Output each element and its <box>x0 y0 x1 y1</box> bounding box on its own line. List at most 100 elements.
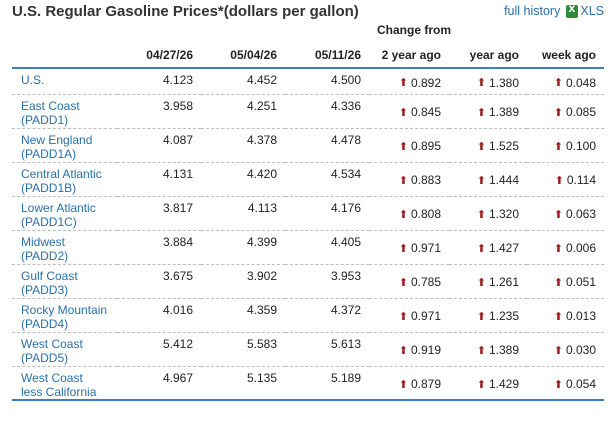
region-link[interactable]: Central Atlantic <box>21 166 102 181</box>
change-week-value: 0.013 <box>565 309 596 323</box>
header-date-2: 05/04/26 <box>230 48 277 62</box>
up-arrow-icon: ⬆ <box>554 173 564 187</box>
table-row: West Coast (PADD5) 5.412 5.583 5.613 ⬆ 0.919 ⬆ 1… <box>12 332 604 366</box>
table-row: Lower Atlantic (PADD1C) 3.817 4.113 4.176 ⬆ 0.… <box>12 196 604 230</box>
table-header-row: 04/27/26 05/04/26 05/11/26 2 year ago ye… <box>12 44 604 68</box>
change-2-year-value: 0.895 <box>410 139 441 153</box>
price-cell-3: 4.405 <box>330 234 361 249</box>
header-date-3: 05/11/26 <box>314 48 361 62</box>
price-cell-2: 5.583 <box>246 336 277 351</box>
up-arrow-icon: ⬆ <box>398 105 408 119</box>
price-cell-1: 4.967 <box>162 370 193 385</box>
header-year-ago: year ago <box>469 48 519 62</box>
header-region <box>12 44 117 68</box>
xls-download[interactable]: XLS <box>566 4 604 18</box>
table-row: Midwest (PADD2) 3.884 4.399 4.405 ⬆ 0.971 ⬆ 1.42… <box>12 230 604 264</box>
change-year-cell: ⬆ 1.429 <box>449 366 527 400</box>
excel-file-icon[interactable] <box>566 4 579 18</box>
price-cell-3: 4.176 <box>330 200 361 215</box>
change-year-cell: ⬆ 1.380 <box>449 68 527 94</box>
region-link[interactable]: (PADD1C) <box>21 214 77 229</box>
price-cell-1: 4.123 <box>162 73 193 87</box>
price-cell-2: 4.359 <box>246 302 277 317</box>
region-link[interactable]: (PADD1A) <box>21 146 77 161</box>
region-link[interactable]: Lower Atlantic <box>21 200 96 215</box>
region-link[interactable]: (PADD4) <box>21 316 69 331</box>
change-week-cell: ⬆ 0.051 <box>527 264 604 298</box>
region-cell: Gulf Coast (PADD3) <box>12 264 117 298</box>
change-2-year-cell: ⬆ 0.883 <box>369 162 449 196</box>
change-week-cell: ⬆ 0.030 <box>527 332 604 366</box>
header-date-1: 04/27/26 <box>146 48 193 62</box>
region-link[interactable]: (PADD1) <box>21 112 69 127</box>
price-cell-3: 5.613 <box>330 336 361 351</box>
region-cell: Lower Atlantic (PADD1C) <box>12 196 117 230</box>
region-link[interactable]: (PADD3) <box>21 282 69 297</box>
change-week-cell: ⬆ 0.063 <box>527 196 604 230</box>
up-arrow-icon: ⬆ <box>553 377 563 391</box>
up-arrow-icon: ⬆ <box>476 309 486 323</box>
region-link[interactable]: (PADD1B) <box>21 180 77 195</box>
up-arrow-icon: ⬆ <box>398 309 408 323</box>
region-link[interactable]: East Coast <box>21 98 80 113</box>
region-link[interactable]: U.S. <box>21 73 45 87</box>
region-link[interactable]: less California <box>21 384 97 399</box>
change-2-year-cell: ⬆ 0.971 <box>369 230 449 264</box>
up-arrow-icon: ⬆ <box>398 275 408 289</box>
change-week-value: 0.100 <box>565 139 596 153</box>
change-2-year-value: 0.919 <box>410 343 441 357</box>
full-history-link[interactable]: full history <box>504 4 561 18</box>
table-row: West Coast less California 4.967 5.135 5.189… <box>12 366 604 400</box>
price-cell-2: 4.251 <box>246 98 277 113</box>
up-arrow-icon: ⬆ <box>553 275 563 289</box>
table-row: Gulf Coast (PADD3) 3.675 3.902 3.953 ⬆ 0.785 ⬆ 1… <box>12 264 604 298</box>
up-arrow-icon: ⬆ <box>476 343 486 357</box>
change-year-value: 1.380 <box>488 75 519 90</box>
change-year-value: 1.261 <box>488 275 519 289</box>
price-cell-1: 3.675 <box>162 268 193 283</box>
table-row: East Coast (PADD1) 3.958 4.251 4.336 ⬆ 0.845 ⬆ 1… <box>12 94 604 128</box>
up-arrow-icon: ⬆ <box>553 309 563 323</box>
up-arrow-icon: ⬆ <box>476 207 486 221</box>
region-link[interactable]: Midwest <box>21 234 66 249</box>
price-cell-2: 3.902 <box>246 268 277 283</box>
xls-link[interactable]: XLS <box>580 4 604 18</box>
up-arrow-icon: ⬆ <box>476 76 486 89</box>
region-cell: U.S. <box>12 68 117 94</box>
region-link[interactable]: Gulf Coast <box>21 268 78 283</box>
table-row: Rocky Mountain (PADD4) 4.016 4.359 4.372 ⬆ 0.9… <box>12 298 604 332</box>
change-week-value: 0.054 <box>565 377 596 391</box>
page-title: U.S. Regular Gasoline Prices*(dollars pe… <box>12 3 359 20</box>
region-link[interactable]: Rocky Mountain <box>21 302 108 317</box>
price-cell-3: 3.953 <box>330 268 361 283</box>
up-arrow-icon: ⬆ <box>398 377 408 391</box>
change-week-cell: ⬆ 0.085 <box>527 94 604 128</box>
region-link[interactable]: West Coast <box>21 336 83 351</box>
price-cell-1: 5.412 <box>162 336 193 351</box>
change-2-year-cell: ⬆ 0.892 <box>369 68 449 94</box>
change-2-year-value: 0.785 <box>410 275 441 289</box>
change-year-value: 1.389 <box>488 105 519 119</box>
price-cell-3: 4.534 <box>330 166 361 181</box>
price-cell-2: 4.378 <box>246 132 277 147</box>
change-week-value: 0.030 <box>565 343 596 357</box>
top-links: full history XLS <box>504 4 604 18</box>
price-cell-1: 4.087 <box>162 132 193 147</box>
price-cell-1: 3.817 <box>162 200 193 215</box>
region-link[interactable]: (PADD5) <box>21 350 69 365</box>
region-link[interactable]: New England <box>21 132 93 147</box>
region-cell: Central Atlantic (PADD1B) <box>12 162 117 196</box>
price-cell-2: 4.399 <box>246 234 277 249</box>
price-cell-1: 4.131 <box>162 166 193 181</box>
change-year-cell: ⬆ 1.427 <box>449 230 527 264</box>
region-link[interactable]: West Coast <box>21 370 83 385</box>
change-year-value: 1.235 <box>488 309 519 323</box>
up-arrow-icon: ⬆ <box>553 207 563 221</box>
up-arrow-icon: ⬆ <box>476 377 486 391</box>
change-2-year-cell: ⬆ 0.971 <box>369 298 449 332</box>
price-cell-2: 4.420 <box>246 166 277 181</box>
change-week-cell: ⬆ 0.054 <box>527 366 604 400</box>
up-arrow-icon: ⬆ <box>476 241 486 255</box>
region-link[interactable]: (PADD2) <box>21 248 69 263</box>
change-year-cell: ⬆ 1.320 <box>449 196 527 230</box>
